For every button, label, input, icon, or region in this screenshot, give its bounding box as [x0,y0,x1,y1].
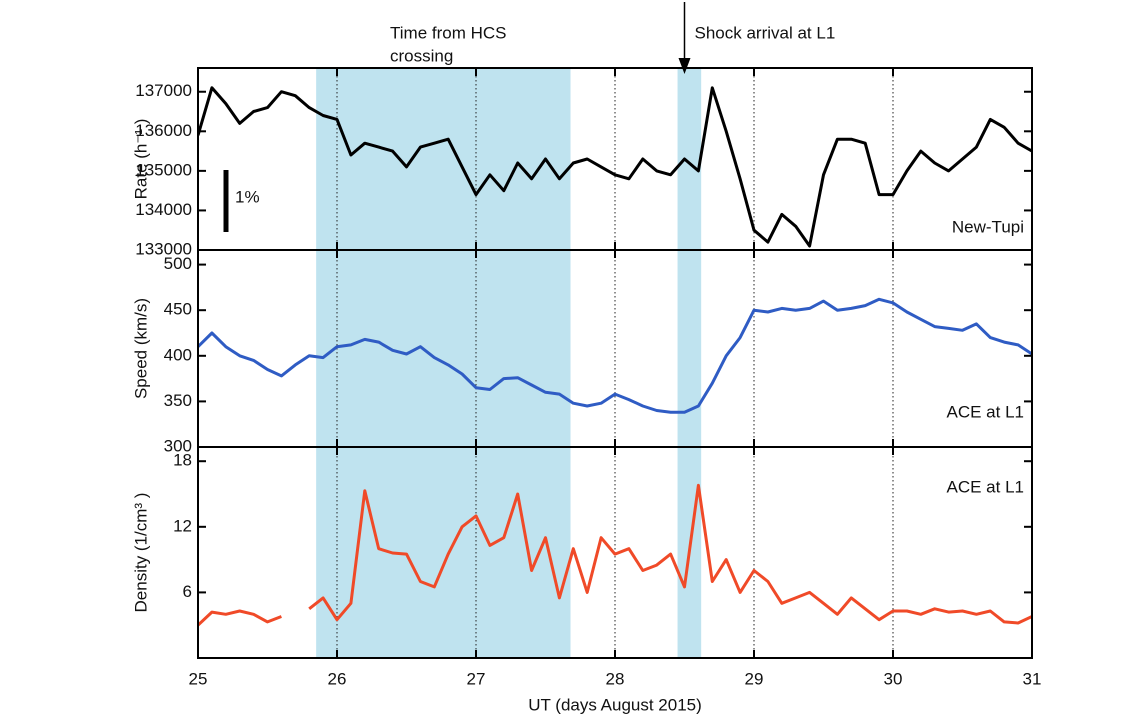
series-label: ACE at L1 [947,477,1025,496]
x-tick-label: 30 [884,669,903,688]
annotation: 1% [235,187,260,206]
arrow-head [678,58,691,74]
y-tick-label: 18 [173,451,192,470]
x-tick-label: 28 [606,669,625,688]
y-tick-label: 133000 [135,239,192,258]
series-label: ACE at L1 [947,402,1025,421]
x-tick-label: 29 [745,669,764,688]
annotation: crossing [390,46,453,65]
y-tick-label: 134000 [135,200,192,219]
x-tick-label: 31 [1023,669,1042,688]
x-axis-title: UT (days August 2015) [528,695,702,714]
y-tick-label: 136000 [135,121,192,140]
y-axis-title: Density (1/cm³ ) [131,493,150,613]
y-tick-label: 500 [164,254,192,273]
x-tick-label: 27 [467,669,486,688]
data-line [198,86,1032,248]
y-tick-label: 137000 [135,81,192,100]
data-line [198,297,1032,414]
series-label: New-Tupi [952,217,1024,236]
y-axis-title: Rate (h⁻¹ ) [131,119,150,200]
x-tick-label: 26 [328,669,347,688]
y-tick-label: 135000 [135,160,192,179]
shaded-span [677,68,702,658]
y-tick-label: 6 [183,582,192,601]
y-tick-label: 350 [164,391,192,410]
y-tick-label: 450 [164,300,192,319]
y-tick-label: 400 [164,345,192,364]
annotation: Time from HCS [390,23,507,42]
y-tick-label: 12 [173,516,192,535]
y-axis-title: Speed (km/s) [131,298,150,399]
y-tick-label: 300 [164,436,192,455]
x-tick-label: 25 [189,669,208,688]
data-line [198,483,1032,627]
annotation: Shock arrival at L1 [695,23,836,42]
